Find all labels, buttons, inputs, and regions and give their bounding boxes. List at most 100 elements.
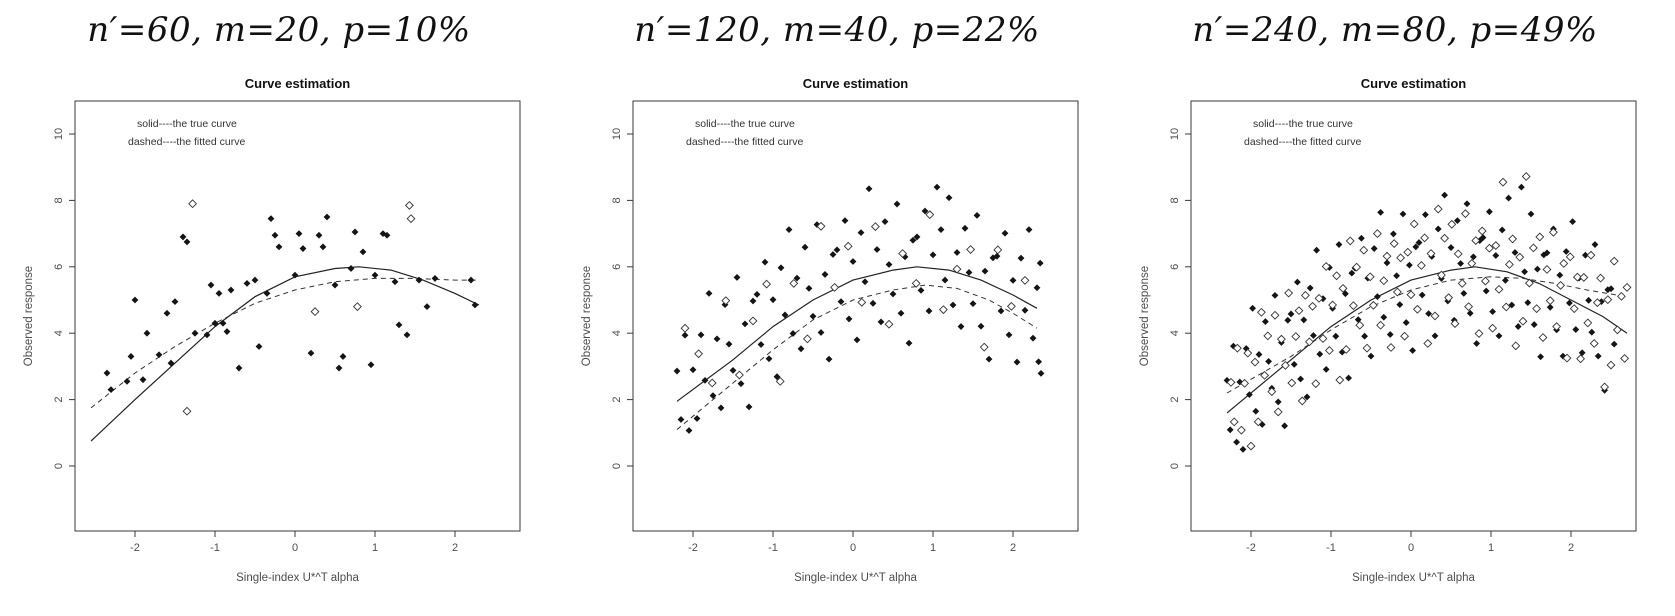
filled-diamond-point <box>1226 426 1234 434</box>
open-diamond-point <box>1420 233 1430 243</box>
open-diamond-point <box>1396 253 1406 263</box>
open-diamond-point <box>1304 337 1314 347</box>
filled-diamond-point <box>1316 350 1324 358</box>
filled-diamond-point <box>749 297 757 305</box>
filled-diamond-point <box>1422 211 1429 219</box>
x-tick-label: 0 <box>1408 542 1414 554</box>
x-tick-label: 2 <box>1568 542 1574 554</box>
open-diamond-point <box>898 249 908 258</box>
filled-diamond-point <box>965 269 973 276</box>
filled-diamond-point <box>1345 374 1352 382</box>
filled-diamond-point <box>1310 332 1317 339</box>
open-diamond-point <box>1345 236 1355 246</box>
filled-diamond-point <box>1447 244 1455 251</box>
filled-diamond-point <box>857 229 865 237</box>
filled-diamond-point <box>415 276 423 284</box>
filled-diamond-point <box>977 322 985 330</box>
filled-diamond-point <box>813 221 821 229</box>
filled-diamond-point <box>1530 321 1538 328</box>
open-diamond-point <box>938 305 948 315</box>
filled-diamond-point <box>861 278 869 286</box>
open-diamond-point <box>352 302 362 312</box>
filled-diamond-point <box>1252 407 1260 415</box>
open-diamond-point <box>870 222 880 232</box>
filled-diamond-point <box>829 251 837 258</box>
y-tick-label: 2 <box>611 397 623 403</box>
open-diamond-point <box>182 406 192 416</box>
filled-diamond-point <box>127 353 135 360</box>
x-axis-label: Single-index U*^T alpha <box>236 572 359 584</box>
open-diamond-point <box>884 319 894 329</box>
filled-diamond-point <box>1396 301 1404 309</box>
filled-diamond-point <box>179 233 187 241</box>
filled-diamond-point <box>681 331 689 339</box>
filled-diamond-point <box>929 251 937 259</box>
open-diamond-point <box>762 279 772 289</box>
open-diamond-point <box>1226 377 1236 387</box>
open-diamond-point <box>1444 293 1454 303</box>
filled-diamond-point <box>1322 365 1330 373</box>
open-diamond-point <box>1457 278 1467 288</box>
filled-diamond-point <box>163 309 171 317</box>
filled-diamond-point <box>1005 331 1013 339</box>
filled-diamond-point <box>1466 309 1474 317</box>
filled-diamond-point <box>725 340 733 348</box>
y-tick-label: 8 <box>1169 197 1181 203</box>
filled-diamond-point <box>1281 422 1288 430</box>
true-curve-line <box>676 266 1038 402</box>
filled-diamond-point <box>801 243 809 251</box>
filled-diamond-point <box>1239 446 1247 453</box>
legend-line-solid: solid----the true curve <box>1253 118 1353 130</box>
filled-diamond-point <box>729 366 737 374</box>
open-diamond-point <box>1232 343 1242 353</box>
filled-diamond-point <box>1025 226 1033 234</box>
open-diamond-point <box>1253 417 1263 427</box>
open-diamond-point <box>1328 300 1338 310</box>
filled-diamond-point <box>973 211 981 219</box>
filled-diamond-point <box>1009 277 1017 284</box>
filled-diamond-point <box>1313 246 1320 254</box>
fitted-curve-line <box>676 284 1038 430</box>
filled-diamond-point <box>705 289 713 297</box>
y-tick-label: 6 <box>53 264 65 270</box>
filled-diamond-point <box>131 296 139 304</box>
filled-diamond-point <box>753 290 761 298</box>
filled-diamond-point <box>1284 316 1292 324</box>
filled-diamond-point <box>1265 358 1272 365</box>
filled-diamond-point <box>207 281 215 289</box>
open-diamond-point <box>1606 360 1616 370</box>
plot-box <box>1190 100 1637 532</box>
filled-diamond-point <box>781 311 789 319</box>
open-diamond-point <box>1450 319 1460 329</box>
filled-diamond-point <box>1223 376 1231 384</box>
open-diamond-point <box>310 307 320 317</box>
open-diamond-point <box>1240 378 1250 388</box>
filled-diamond-point <box>295 230 303 237</box>
filled-diamond-point <box>797 345 805 353</box>
panel-2: n′=120, m=40, p=22% Curve estimation -2 -1… <box>558 0 1116 616</box>
filled-diamond-point <box>1454 217 1461 225</box>
y-tick-label: 2 <box>53 397 65 403</box>
panel-2-math-header: n′=120, m=40, p=22% <box>634 10 1040 50</box>
open-diamond-point <box>1511 341 1521 351</box>
filled-diamond-point <box>1569 218 1576 226</box>
open-diamond-point <box>1501 302 1511 312</box>
x-tick-label: 1 <box>930 542 936 554</box>
filled-diamond-point <box>123 377 131 385</box>
x-tick-label: -2 <box>688 542 698 554</box>
filled-diamond-point <box>933 183 941 191</box>
open-diamond-point <box>1494 284 1504 294</box>
x-tick-label: -2 <box>1246 542 1256 554</box>
fitted-curve-line <box>1226 276 1628 394</box>
filled-diamond-point <box>745 403 753 411</box>
filled-diamond-point <box>1518 183 1525 191</box>
filled-diamond-point <box>1482 287 1490 295</box>
open-diamond-point <box>1440 233 1450 243</box>
y-tick-label: 8 <box>611 197 623 203</box>
filled-diamond-point <box>913 233 921 241</box>
filled-diamond-point <box>211 319 219 327</box>
filled-diamond-point <box>1036 259 1044 267</box>
y-axis-label: Observed response <box>581 266 593 366</box>
open-diamond-point <box>1416 261 1426 270</box>
filled-diamond-point <box>1479 234 1487 241</box>
